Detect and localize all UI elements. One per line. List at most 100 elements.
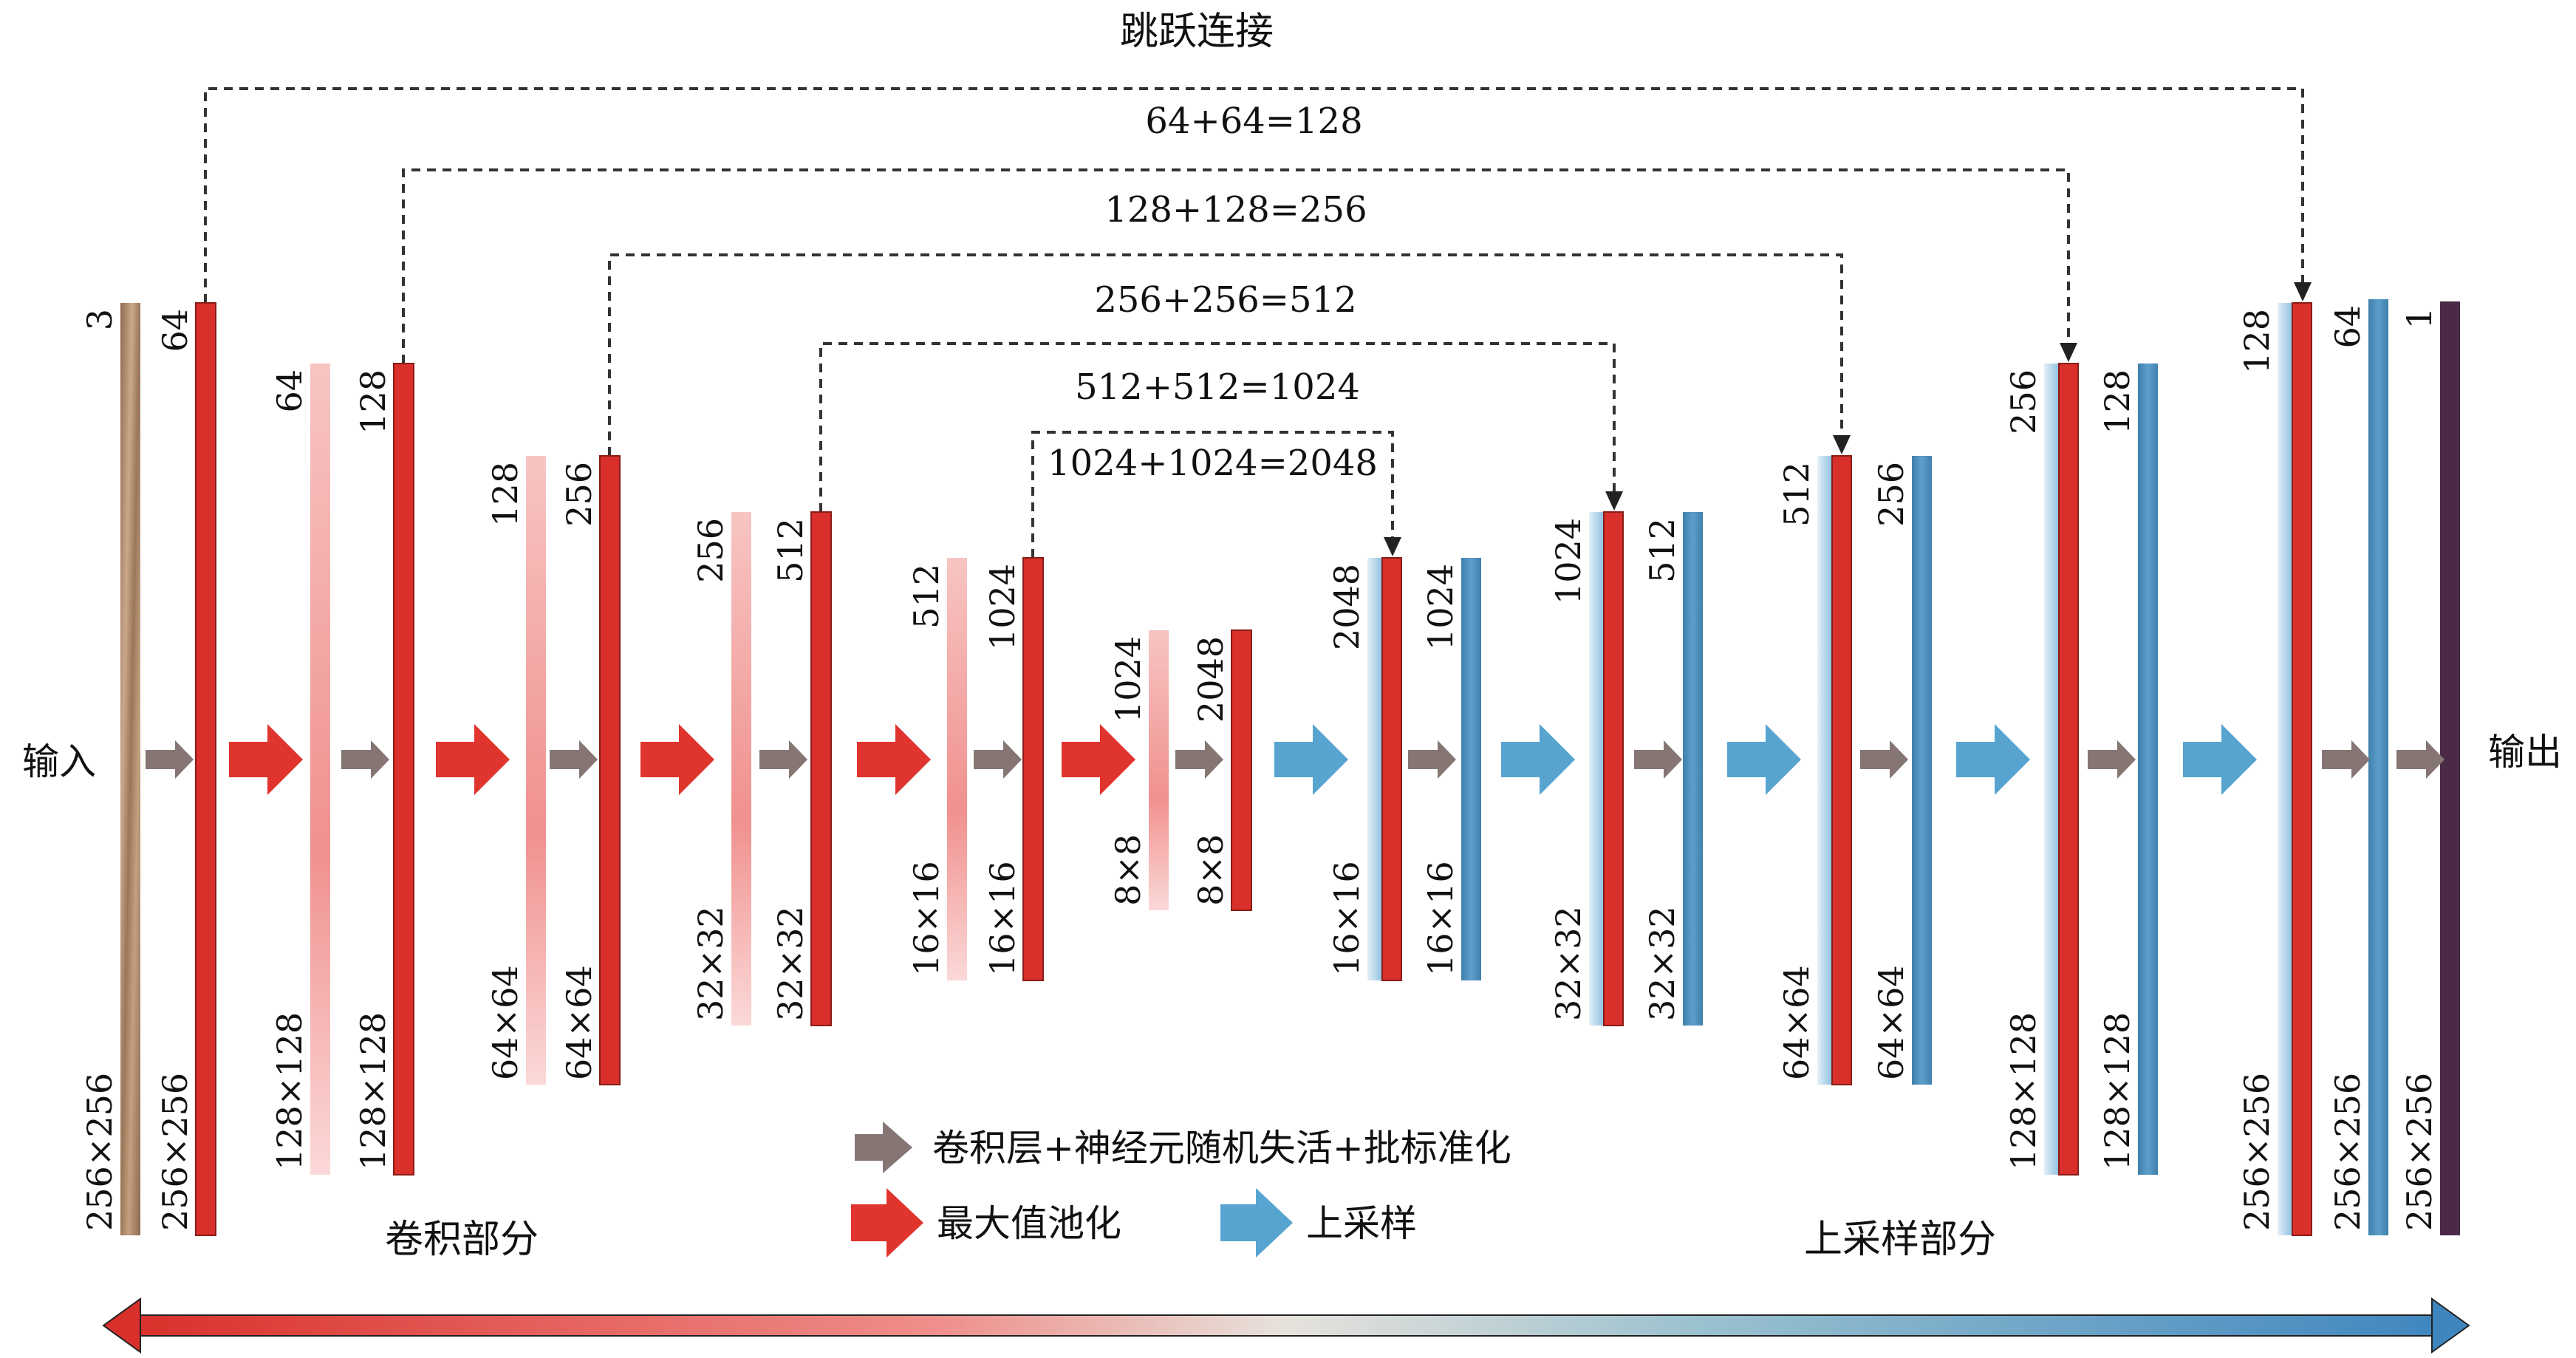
channel-label: 1024 (1548, 518, 1588, 604)
channel-label: 256 (2003, 369, 2043, 434)
skip-feature-bar (1831, 455, 1852, 1085)
diagram-title: 跳跃连接 (1120, 10, 1274, 54)
channel-label: 3 (80, 309, 120, 330)
layer-blocks: 3 256×256 64 256×256 64 128×128 128 128×128 128 6… (80, 299, 2460, 1236)
size-label: 16×16 (1327, 861, 1367, 976)
output-label: 输出 (2488, 731, 2562, 774)
size-label: 128×128 (353, 1012, 393, 1170)
size-label: 256×256 (155, 1073, 195, 1231)
bottom-gradient-arrow (102, 1297, 2470, 1354)
layer-block-3: 128 128×128 (353, 363, 414, 1176)
maxpool-arrow (1062, 724, 1135, 795)
decoder-feature-bar (1683, 512, 1703, 1026)
size-label: 128×128 (270, 1012, 310, 1170)
channel-label: 64 (2328, 305, 2368, 349)
channel-label: 2048 (1327, 564, 1367, 650)
channel-label: 128 (353, 369, 393, 434)
layer-block-6: 256 32×32 (691, 512, 751, 1026)
upsample-arrow (1274, 724, 1348, 795)
layer-block-11: 2048 8×8 (1191, 629, 1252, 911)
size-label: 16×16 (983, 861, 1022, 976)
size-label: 128×128 (2097, 1012, 2137, 1170)
channel-label: 2048 (1191, 636, 1231, 723)
size-label: 128×128 (2003, 1012, 2043, 1170)
legend-maxpool-arrow (851, 1188, 923, 1258)
skip-connection-4: 1024+1024=2048 (1031, 431, 1401, 558)
channel-label: 128 (2237, 309, 2277, 374)
legend-upsample-label: 上采样 (1306, 1202, 1417, 1245)
skip-arrowhead (1384, 537, 1401, 556)
legend-upsample-arrow (1220, 1188, 1293, 1258)
layer-block-1: 64 256×256 (155, 302, 216, 1236)
size-label: 256×256 (2328, 1073, 2368, 1231)
size-label: 64×64 (1871, 965, 1911, 1080)
skip-connections: 64+64=128 128+128=256 256+256=512 512+512=1… (204, 87, 2312, 558)
decoder-label: 上采样部分 (1804, 1218, 1996, 1262)
layer-block-21: 64 256×256 (2328, 299, 2388, 1235)
skip-feature-bar (1603, 511, 1624, 1026)
skip-connection-2: 256+256=512 (608, 253, 1851, 456)
skip-label: 128+128=256 (1104, 189, 1367, 231)
layer-block-17: 256 64×64 (1871, 456, 1932, 1085)
skip-arrowhead (1605, 491, 1623, 511)
channel-label: 512 (906, 564, 946, 629)
upsampled-feature-bar (2044, 364, 2059, 1175)
maxpool-arrow (640, 724, 714, 795)
channel-label: 1 (2399, 307, 2439, 329)
channel-label: 512 (771, 518, 810, 583)
layer-block-4: 128 64×64 (485, 456, 546, 1085)
size-label: 256×256 (2237, 1073, 2277, 1231)
upsampled-feature-bar (1589, 512, 1604, 1026)
decoder-feature-bar (1461, 558, 1481, 980)
channel-label: 64 (270, 369, 310, 413)
upsampled-feature-bar (1367, 558, 1382, 980)
skip-connection-0: 64+64=128 (204, 87, 2312, 303)
channel-label: 128 (2097, 369, 2137, 434)
size-label: 16×16 (1421, 861, 1460, 976)
maxpool-arrow (857, 724, 931, 795)
layer-block-8: 512 16×16 (906, 558, 967, 980)
skip-feature-bar (2058, 363, 2079, 1176)
skip-label: 64+64=128 (1145, 100, 1362, 142)
upsample-arrow (1501, 724, 1575, 795)
conv-feature-bar (195, 302, 216, 1236)
size-label: 8×8 (1191, 834, 1231, 906)
decoder-feature-bar (2138, 364, 2158, 1175)
layer-block-2: 64 128×128 (270, 364, 330, 1175)
channel-label: 1024 (1108, 636, 1148, 723)
layer-block-9: 1024 16×16 (983, 557, 1044, 981)
legend-maxpool-label: 最大值池化 (937, 1202, 1121, 1245)
size-label: 64×64 (559, 965, 599, 1080)
size-label: 256×256 (80, 1073, 120, 1231)
layer-block-15: 512 32×32 (1642, 512, 1703, 1026)
conv-arrow (2088, 740, 2136, 779)
encoder-label: 卷积部分 (385, 1218, 539, 1262)
legend-conv-label: 卷积层+神经元随机失活+批标准化 (932, 1127, 1511, 1170)
conv-feature-bar (599, 455, 621, 1085)
size-label: 32×32 (1548, 906, 1588, 1021)
layer-block-18: 256 128×128 (2003, 363, 2079, 1176)
channel-label: 256 (691, 518, 731, 583)
size-label: 32×32 (1642, 906, 1682, 1021)
layer-block-16: 512 64×64 (1777, 455, 1852, 1085)
channel-label: 256 (1871, 462, 1911, 527)
maxpool-arrow (229, 724, 303, 795)
upsampled-feature-bar (1817, 456, 1832, 1085)
conv-arrow (974, 740, 1022, 779)
channel-label: 1024 (1421, 564, 1460, 650)
input-label: 输入 (22, 740, 96, 783)
conv-feature-bar (1231, 629, 1252, 911)
maxpool-arrow (436, 724, 510, 795)
channel-label: 128 (485, 462, 525, 527)
size-label: 64×64 (1777, 965, 1817, 1080)
layer-block-20: 128 256×256 (2237, 302, 2312, 1236)
conv-arrow (759, 740, 807, 779)
channel-label: 512 (1642, 518, 1682, 583)
conv-feature-bar (1022, 557, 1044, 981)
upsample-arrow (2183, 724, 2257, 795)
skip-connection-3: 512+512=1024 (819, 342, 1623, 512)
upsample-arrow (1727, 724, 1801, 795)
output-bar (2440, 301, 2460, 1235)
size-label: 32×32 (771, 906, 810, 1021)
